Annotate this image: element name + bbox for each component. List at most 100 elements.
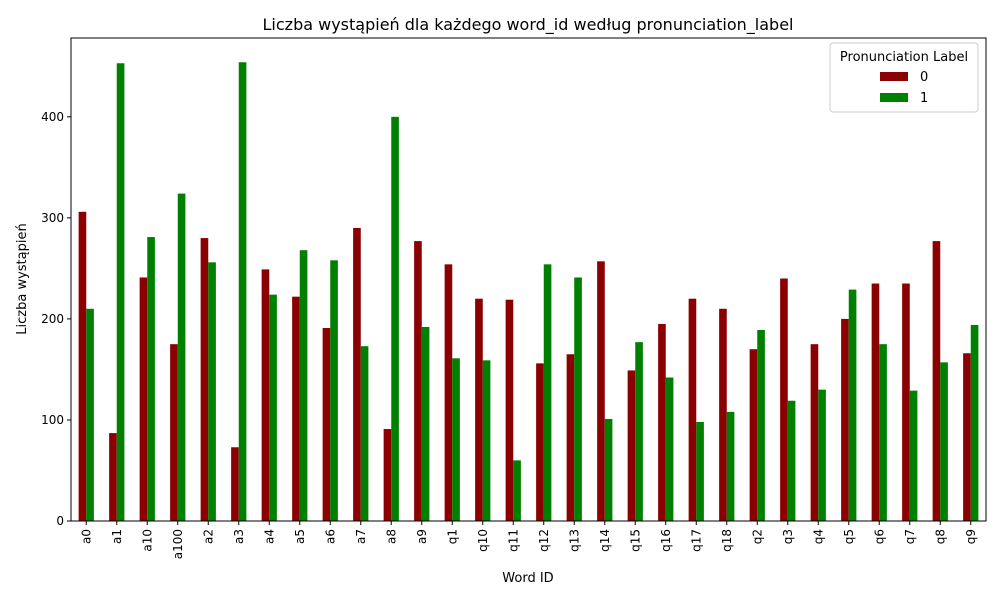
x-tick-label: q8 — [933, 529, 947, 544]
bar-q14-label-1 — [604, 418, 613, 521]
x-tick-label: a7 — [354, 529, 368, 544]
legend-swatch-0 — [880, 72, 908, 81]
bar-q17-label-1 — [696, 421, 704, 521]
x-tick-label: a4 — [262, 529, 276, 544]
bar-a2-label-1 — [208, 262, 216, 521]
bar-q18-label-0 — [719, 308, 727, 521]
bar-q9-label-0 — [963, 353, 971, 521]
bar-q13-label-0 — [566, 354, 575, 521]
bar-a5-label-1 — [299, 250, 308, 521]
bar-q6-label-0 — [871, 283, 880, 521]
x-tick-label: q12 — [537, 529, 551, 552]
x-tick-label: q11 — [506, 529, 520, 552]
x-tick-label: q1 — [445, 529, 459, 544]
x-tick-label: q7 — [903, 529, 917, 544]
plot-frame — [70, 37, 987, 522]
x-tick-label: q5 — [842, 529, 856, 544]
bar-q14-label-0 — [597, 261, 605, 521]
x-tick-label: q15 — [628, 529, 642, 552]
bar-a1-label-0 — [109, 433, 117, 521]
x-tick-label: q9 — [964, 529, 978, 544]
bar-q2-label-0 — [749, 349, 758, 521]
x-tick-label: a8 — [384, 529, 398, 544]
bar-a7-label-1 — [360, 346, 369, 521]
x-tick-label: q14 — [598, 529, 612, 552]
x-tick-label: a0 — [79, 529, 93, 544]
x-tick-label: q18 — [720, 529, 734, 552]
bar-q1-label-0 — [444, 264, 453, 521]
bar-q6-label-1 — [879, 344, 887, 521]
bar-q10-label-1 — [482, 360, 491, 521]
bar-a10-label-1 — [147, 237, 155, 521]
bar-q5-label-1 — [848, 289, 857, 521]
x-tick-label: q2 — [750, 529, 764, 544]
legend-label-0: 0 — [920, 70, 928, 85]
x-tick-label: q16 — [659, 529, 673, 552]
bar-a6-label-1 — [330, 260, 338, 521]
x-tick-label: a10 — [140, 529, 154, 552]
bar-q18-label-1 — [726, 411, 735, 521]
bar-q13-label-1 — [574, 277, 582, 521]
bar-q8-label-1 — [940, 362, 948, 521]
y-tick-label: 200 — [41, 312, 64, 326]
bar-a100-label-1 — [177, 193, 186, 522]
x-tick-label: a9 — [415, 529, 429, 544]
bar-q17-label-0 — [688, 298, 697, 521]
bar-q7-label-0 — [902, 283, 910, 521]
x-tick-label: q10 — [476, 529, 490, 552]
axes-layer: a0 a1 a10 a100 a2 a3 a4 a5 a6 a7 a8 a9 q1 q10 q11 q12 q1… — [41, 37, 987, 559]
bar-q3-label-1 — [787, 400, 796, 521]
x-tick-label: q4 — [811, 529, 825, 544]
bar-q4-label-1 — [818, 389, 826, 521]
chart-title: Liczba wystąpień dla każdego word_id wed… — [263, 15, 794, 35]
bar-a4-label-1 — [269, 294, 277, 521]
bar-a2-label-0 — [200, 238, 209, 521]
legend-label-1: 1 — [920, 91, 928, 106]
bar-q8-label-0 — [932, 241, 941, 521]
y-tick-label: 0 — [56, 514, 64, 528]
x-tick-label: a100 — [171, 529, 185, 559]
y-tick-label: 100 — [41, 413, 64, 427]
bar-q15-label-0 — [627, 370, 636, 521]
bar-a4-label-0 — [261, 269, 270, 521]
bar-q4-label-0 — [810, 344, 819, 521]
bar-a0-label-1 — [86, 308, 94, 521]
bar-q12-label-0 — [536, 363, 544, 521]
bars-layer — [78, 62, 979, 522]
x-tick-label: a1 — [110, 529, 124, 544]
legend-swatch-1 — [880, 93, 908, 102]
bar-a8-label-1 — [391, 116, 399, 521]
x-tick-label: q17 — [689, 529, 703, 552]
x-tick-label: a6 — [323, 529, 337, 544]
bar-q5-label-0 — [841, 318, 849, 521]
bar-a9-label-1 — [421, 326, 430, 521]
bar-a5-label-0 — [292, 296, 300, 521]
bar-q3-label-0 — [780, 278, 788, 521]
bar-q12-label-1 — [543, 264, 552, 521]
bar-q16-label-0 — [658, 323, 666, 521]
bar-a0-label-0 — [78, 211, 87, 522]
bar-q2-label-1 — [757, 330, 765, 521]
x-tick-label: q6 — [872, 529, 886, 544]
bar-q1-label-1 — [452, 358, 460, 521]
x-tick-label: a3 — [232, 529, 246, 544]
bar-q11-label-0 — [505, 299, 514, 521]
y-axis-title: Liczba wystąpień — [15, 223, 30, 334]
bar-a1-label-1 — [116, 63, 125, 521]
bar-a6-label-0 — [322, 328, 331, 521]
legend: Pronunciation Label 0 1 — [829, 42, 979, 113]
x-tick-label: a2 — [201, 529, 215, 544]
bar-a3-label-0 — [231, 447, 239, 521]
y-tick-label: 300 — [41, 211, 64, 225]
bar-a3-label-1 — [238, 62, 247, 521]
bar-q11-label-1 — [513, 460, 521, 521]
legend-title: Pronunciation Label — [840, 50, 968, 65]
y-tick-label: 400 — [41, 110, 64, 124]
bar-q16-label-1 — [665, 377, 674, 521]
bar-q7-label-1 — [909, 390, 918, 521]
bar-a9-label-0 — [414, 241, 422, 521]
x-tick-label: a5 — [293, 529, 307, 544]
bar-q9-label-1 — [970, 324, 979, 521]
